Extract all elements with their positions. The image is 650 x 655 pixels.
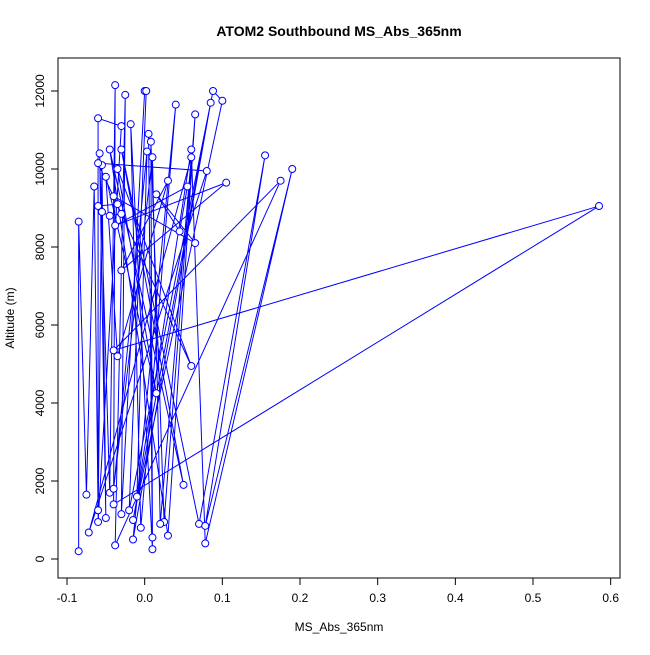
data-point xyxy=(152,389,161,398)
data-point xyxy=(187,361,196,370)
y-tick-label: 8000 xyxy=(33,233,47,260)
data-point xyxy=(109,484,118,493)
data-point xyxy=(117,145,126,154)
data-point xyxy=(191,110,200,119)
data-point xyxy=(94,202,103,211)
data-point xyxy=(218,96,227,105)
x-axis-label: MS_Abs_365nm xyxy=(295,620,384,634)
y-tick-label: 12000 xyxy=(33,74,47,108)
data-point xyxy=(202,166,211,175)
data-point xyxy=(84,528,93,537)
y-tick-label: 0 xyxy=(33,555,47,562)
x-tick-label: -0.1 xyxy=(57,591,78,605)
data-point xyxy=(146,137,155,146)
x-tick-label: 0.2 xyxy=(292,591,309,605)
data-point xyxy=(143,147,152,156)
data-point xyxy=(276,176,285,185)
data-point xyxy=(261,151,270,160)
data-point xyxy=(94,506,103,515)
y-tick-label: 4000 xyxy=(33,389,47,416)
data-point xyxy=(183,182,192,191)
data-point xyxy=(187,153,196,162)
plot-frame xyxy=(57,57,621,579)
x-tick-label: 0.4 xyxy=(447,591,464,605)
data-point xyxy=(94,159,103,168)
data-point xyxy=(148,153,157,162)
data-point xyxy=(156,519,165,528)
data-point xyxy=(136,523,145,532)
data-point xyxy=(206,98,215,107)
data-point xyxy=(148,545,157,554)
data-point xyxy=(201,521,210,530)
data-point xyxy=(95,149,104,158)
x-tick-label: 0.3 xyxy=(369,591,386,605)
y-tick-label: 6000 xyxy=(33,311,47,338)
data-point xyxy=(109,192,118,201)
data-point xyxy=(152,190,161,199)
y-axis-label: Altitude (m) xyxy=(3,287,17,348)
data-point xyxy=(111,221,120,230)
y-tick-label: 10000 xyxy=(33,152,47,186)
data-point xyxy=(595,202,604,211)
data-point xyxy=(97,207,106,216)
data-point xyxy=(117,209,126,218)
data-point xyxy=(94,517,103,526)
data-point xyxy=(129,535,138,544)
data-point xyxy=(125,506,134,515)
data-point xyxy=(113,200,122,209)
data-point xyxy=(74,547,83,556)
data-point xyxy=(222,178,231,187)
data-point xyxy=(129,516,138,525)
data-point xyxy=(121,90,130,99)
data-point xyxy=(109,500,118,509)
data-point xyxy=(175,227,184,236)
data-point xyxy=(187,145,196,154)
data-point xyxy=(117,510,126,519)
series-line xyxy=(78,85,600,552)
data-point xyxy=(101,514,110,523)
data-point xyxy=(117,122,126,131)
data-point xyxy=(113,164,122,173)
data-point xyxy=(132,492,141,501)
y-tick-label: 2000 xyxy=(33,467,47,494)
data-point xyxy=(109,346,118,355)
data-point xyxy=(111,541,120,550)
data-point xyxy=(74,217,83,226)
data-point xyxy=(82,490,91,499)
data-point xyxy=(90,182,99,191)
data-point xyxy=(113,352,122,361)
data-point xyxy=(142,86,151,95)
data-point xyxy=(288,164,297,173)
data-point xyxy=(101,172,110,181)
data-point xyxy=(148,533,157,542)
data-point xyxy=(94,114,103,123)
data-point xyxy=(209,86,218,95)
x-tick-label: 0.0 xyxy=(136,591,153,605)
data-point xyxy=(105,145,114,154)
data-point xyxy=(163,176,172,185)
data-point xyxy=(105,211,114,220)
data-point xyxy=(191,239,200,248)
data-point xyxy=(126,120,135,129)
chart-title: ATOM2 Southbound MS_Abs_365nm xyxy=(216,23,461,39)
x-tick-label: 0.1 xyxy=(214,591,231,605)
x-tick-label: 0.6 xyxy=(602,591,619,605)
data-point xyxy=(171,100,180,109)
data-point xyxy=(111,81,120,90)
data-point xyxy=(144,129,153,138)
data-point xyxy=(117,266,126,275)
data-point xyxy=(179,480,188,489)
data-point xyxy=(201,539,210,548)
x-tick-label: 0.5 xyxy=(525,591,542,605)
data-point xyxy=(163,531,172,540)
